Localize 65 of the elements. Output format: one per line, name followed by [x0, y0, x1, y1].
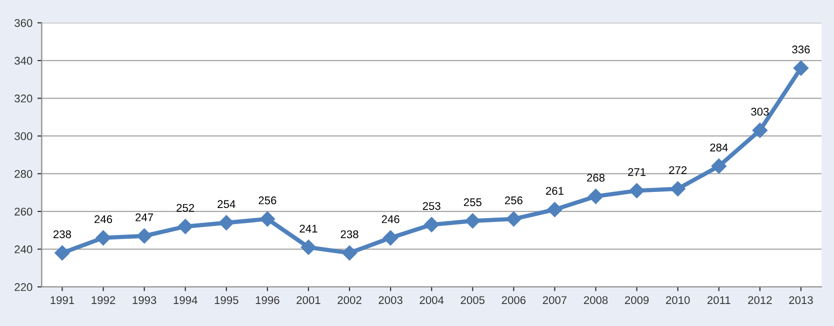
point [670, 181, 686, 196]
point [465, 213, 480, 228]
point [506, 211, 522, 227]
x-tick-label: 2005 [460, 296, 485, 304]
data-label: 261 [546, 186, 564, 195]
point [793, 60, 809, 76]
x-tick-label: 2009 [625, 296, 649, 304]
y-tick-label: 340 [14, 56, 32, 65]
x-tick-label: 1996 [256, 296, 280, 304]
data-label: 336 [792, 46, 810, 54]
point [178, 218, 193, 234]
data-label: 303 [751, 108, 769, 116]
x-tick-label: 1994 [174, 296, 198, 304]
point [711, 158, 726, 174]
x-tick-label: 1991 [50, 296, 74, 304]
x-tick-label: 1992 [92, 296, 116, 304]
point [96, 230, 111, 246]
x-tick-label: 2011 [707, 296, 730, 304]
x-tick-label: 2013 [789, 296, 813, 304]
x-tick-label: 2002 [338, 296, 362, 304]
point [260, 211, 275, 227]
data-label: 284 [710, 144, 728, 152]
data-label: 253 [422, 202, 440, 210]
point [218, 215, 234, 230]
x-tick-label: 2003 [378, 296, 402, 304]
y-tick-label: 320 [14, 94, 32, 102]
x-tick-label: 1993 [132, 296, 156, 304]
point [629, 183, 644, 198]
data-label: 252 [176, 204, 194, 212]
x-tick-label: 2008 [584, 296, 608, 304]
data-label: 246 [94, 215, 112, 224]
data-label: 256 [504, 196, 522, 204]
data-label: 272 [669, 166, 687, 174]
point [588, 188, 604, 204]
point [547, 202, 562, 218]
data-label: 238 [54, 230, 72, 238]
data-label: 256 [258, 196, 276, 204]
y-tick-label: 240 [14, 245, 32, 254]
y-tick-label: 360 [14, 19, 32, 27]
x-tick-label: 1995 [214, 296, 238, 304]
y-tick-label: 220 [14, 283, 32, 292]
point [54, 245, 70, 260]
x-tick-label: 2010 [666, 296, 690, 304]
point [300, 240, 316, 255]
data-label: 254 [218, 200, 236, 208]
point [752, 122, 768, 138]
data-label: 241 [300, 224, 318, 232]
data-label: 238 [340, 230, 358, 238]
point [136, 228, 152, 244]
data-label: 271 [628, 168, 646, 176]
x-tick-label: 2001 [296, 296, 320, 304]
x-tick-label: 2006 [502, 296, 526, 304]
x-tick-label: 2012 [748, 296, 772, 304]
y-tick-label: 280 [14, 170, 32, 178]
y-tick-label: 300 [14, 132, 32, 140]
x-tick-label: 2007 [542, 296, 567, 304]
x-tick-label: 2004 [420, 296, 444, 304]
point [424, 217, 440, 232]
point [382, 230, 398, 246]
data-label: 255 [464, 198, 482, 206]
point [342, 245, 358, 260]
data-label: 247 [136, 213, 154, 222]
data-label: 246 [382, 215, 400, 224]
y-tick-label: 260 [14, 208, 32, 216]
data-label: 268 [587, 174, 605, 182]
